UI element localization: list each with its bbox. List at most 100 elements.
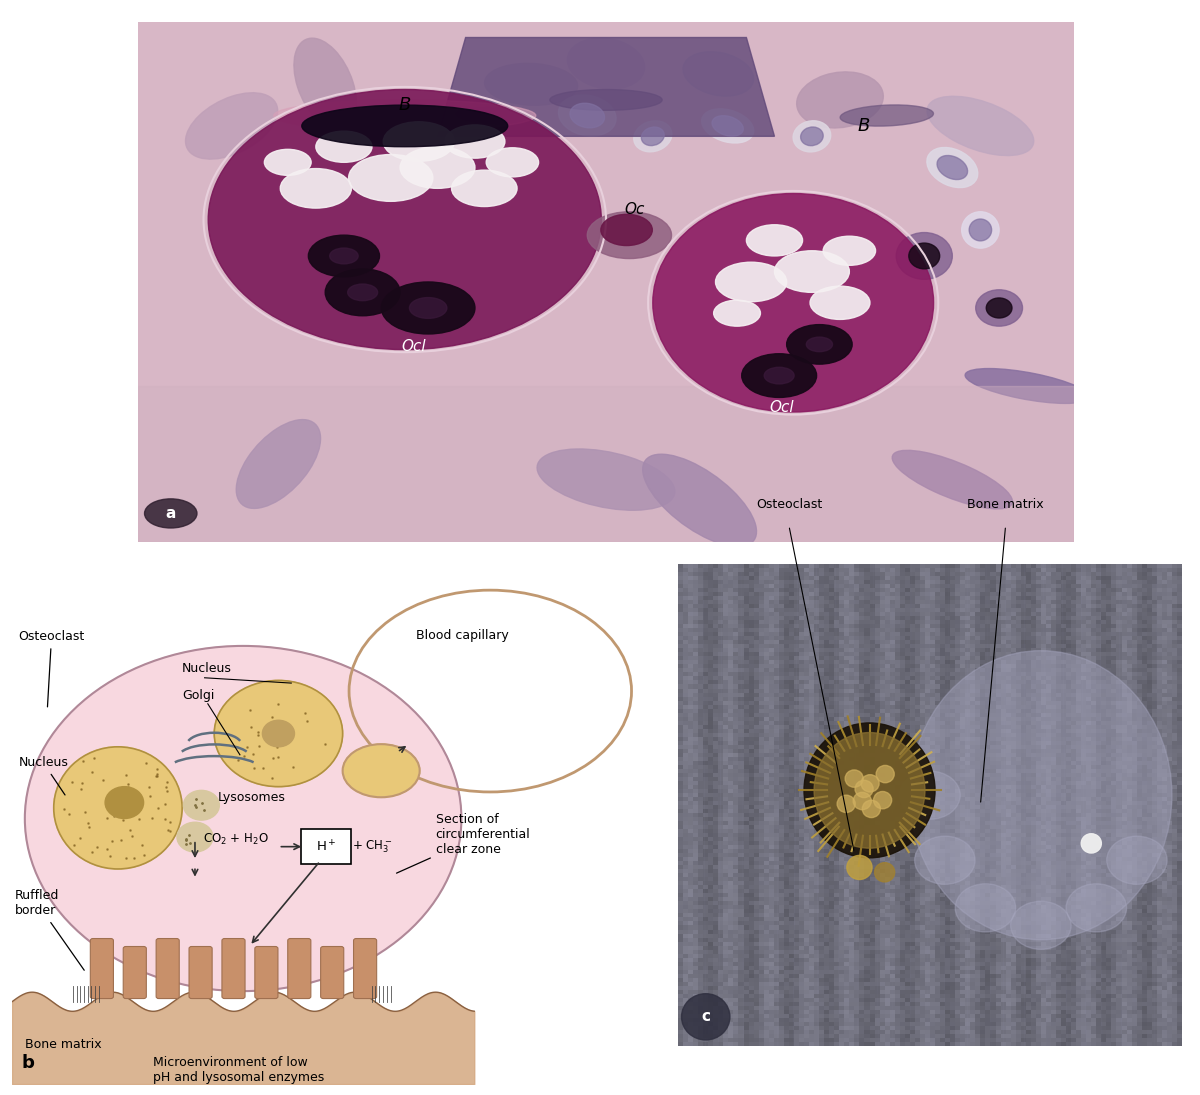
Circle shape <box>264 149 311 175</box>
FancyBboxPatch shape <box>124 946 146 999</box>
Text: + CH$_3^-$: + CH$_3^-$ <box>353 839 392 855</box>
Ellipse shape <box>937 155 967 180</box>
Ellipse shape <box>840 105 934 126</box>
Ellipse shape <box>570 103 605 128</box>
Ellipse shape <box>1106 837 1168 885</box>
Circle shape <box>856 781 874 797</box>
Ellipse shape <box>955 884 1015 932</box>
Ellipse shape <box>847 855 872 879</box>
Circle shape <box>348 284 378 301</box>
Ellipse shape <box>308 235 379 277</box>
Circle shape <box>874 792 892 809</box>
Ellipse shape <box>702 108 754 143</box>
Circle shape <box>1081 833 1102 853</box>
FancyBboxPatch shape <box>156 938 179 999</box>
Circle shape <box>764 367 794 384</box>
Text: H$^+$: H$^+$ <box>316 839 336 854</box>
Ellipse shape <box>712 116 743 136</box>
Text: Ruffled
border: Ruffled border <box>16 889 84 970</box>
Circle shape <box>445 125 505 158</box>
Circle shape <box>774 251 850 292</box>
Circle shape <box>383 122 455 161</box>
Text: Nucleus: Nucleus <box>182 662 232 676</box>
Ellipse shape <box>1010 901 1072 949</box>
Circle shape <box>845 770 863 787</box>
Ellipse shape <box>485 64 577 105</box>
Circle shape <box>215 680 343 786</box>
Text: Oc: Oc <box>624 201 644 217</box>
Ellipse shape <box>970 219 991 241</box>
Ellipse shape <box>634 120 672 152</box>
Text: Osteoclast: Osteoclast <box>756 498 822 511</box>
Circle shape <box>176 822 212 852</box>
Ellipse shape <box>928 96 1033 155</box>
Ellipse shape <box>302 105 508 147</box>
Circle shape <box>863 800 881 818</box>
Circle shape <box>281 169 352 208</box>
Ellipse shape <box>294 38 356 130</box>
Text: Ocl: Ocl <box>402 339 426 355</box>
Ellipse shape <box>683 51 754 96</box>
Ellipse shape <box>800 127 823 146</box>
Ellipse shape <box>804 723 935 857</box>
Text: a: a <box>166 506 176 521</box>
Ellipse shape <box>875 863 895 881</box>
Circle shape <box>400 147 475 188</box>
Ellipse shape <box>653 194 934 412</box>
Circle shape <box>862 774 880 792</box>
Text: Ocl: Ocl <box>769 401 794 415</box>
Text: Microenvironment of low
pH and lysosomal enzymes: Microenvironment of low pH and lysosomal… <box>154 1057 324 1084</box>
Ellipse shape <box>1066 884 1127 932</box>
Circle shape <box>486 148 539 177</box>
Circle shape <box>810 286 870 320</box>
FancyBboxPatch shape <box>190 946 212 999</box>
FancyBboxPatch shape <box>354 938 377 999</box>
Circle shape <box>806 337 833 351</box>
FancyBboxPatch shape <box>301 829 350 864</box>
Ellipse shape <box>986 298 1012 318</box>
Text: B: B <box>857 117 870 135</box>
Circle shape <box>184 791 220 820</box>
Circle shape <box>714 300 761 326</box>
Ellipse shape <box>908 243 940 269</box>
Ellipse shape <box>896 232 953 279</box>
Ellipse shape <box>382 281 475 334</box>
Ellipse shape <box>892 450 1013 509</box>
Text: c: c <box>701 1010 710 1024</box>
Ellipse shape <box>568 38 644 89</box>
Circle shape <box>823 237 876 265</box>
Ellipse shape <box>325 269 400 315</box>
Ellipse shape <box>961 211 1000 249</box>
Ellipse shape <box>965 369 1090 403</box>
Text: B: B <box>398 96 410 114</box>
Ellipse shape <box>558 95 616 136</box>
FancyBboxPatch shape <box>90 938 114 999</box>
FancyBboxPatch shape <box>320 946 343 999</box>
Ellipse shape <box>601 215 653 245</box>
FancyBboxPatch shape <box>254 946 278 999</box>
Ellipse shape <box>25 646 462 991</box>
Polygon shape <box>138 385 1074 542</box>
Ellipse shape <box>456 107 530 124</box>
Text: Bone matrix: Bone matrix <box>967 498 1044 511</box>
Ellipse shape <box>274 100 535 131</box>
Ellipse shape <box>797 72 883 128</box>
Circle shape <box>838 795 856 812</box>
Circle shape <box>746 224 803 256</box>
Text: Blood capillary: Blood capillary <box>416 629 509 642</box>
Circle shape <box>144 499 197 528</box>
Ellipse shape <box>910 650 1172 940</box>
Ellipse shape <box>976 290 1022 326</box>
Ellipse shape <box>914 837 976 885</box>
Text: Golgi: Golgi <box>182 689 215 702</box>
Text: Section of
circumferential
clear zone: Section of circumferential clear zone <box>396 812 530 873</box>
Circle shape <box>409 298 446 319</box>
Ellipse shape <box>641 127 665 146</box>
Ellipse shape <box>550 90 662 111</box>
Circle shape <box>451 170 517 207</box>
Ellipse shape <box>209 90 601 349</box>
FancyBboxPatch shape <box>288 938 311 999</box>
Text: CO$_2$ + H$_2$O: CO$_2$ + H$_2$O <box>203 832 269 848</box>
Ellipse shape <box>587 211 672 258</box>
Ellipse shape <box>343 745 420 797</box>
